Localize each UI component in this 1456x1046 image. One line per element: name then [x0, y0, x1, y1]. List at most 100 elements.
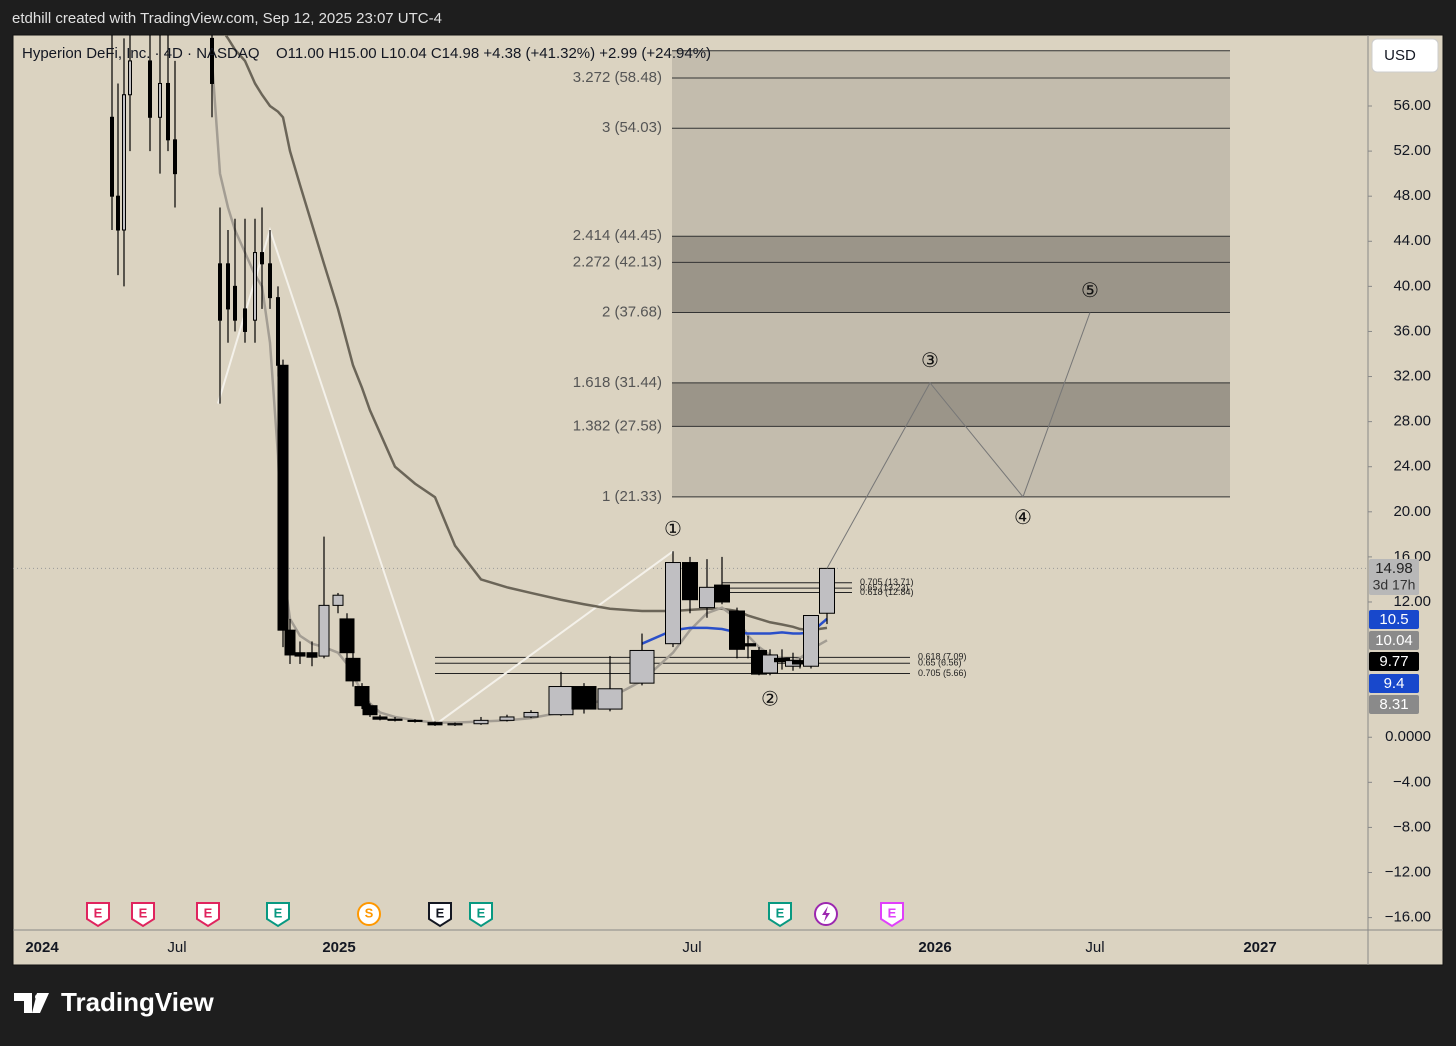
- price-badge: [1369, 631, 1419, 650]
- candle-body: [571, 686, 597, 710]
- event-marker: [86, 902, 110, 928]
- retracement-label: 0.618 (7.09): [918, 652, 967, 662]
- candle-body: [362, 705, 378, 716]
- retracement-label: 0.705 (13.71): [860, 577, 914, 587]
- fib-band: [672, 236, 1230, 313]
- event-marker: [880, 902, 904, 928]
- candle-body: [427, 722, 443, 726]
- price-badge: [1369, 610, 1419, 629]
- candle-body: [166, 82, 170, 141]
- candle-body: [276, 297, 280, 366]
- candle-body: [116, 195, 120, 231]
- y-tick-label: 0.0000: [1385, 728, 1431, 745]
- candle-body: [447, 723, 463, 726]
- candle-body: [158, 82, 162, 118]
- candle-body: [253, 252, 257, 321]
- price-badge: [1369, 674, 1419, 693]
- ohlc-legend: O11.00 H15.00 L10.04 C14.98 +4.38 (+41.3…: [276, 45, 711, 62]
- candle-body: [122, 94, 126, 231]
- candle-body: [318, 604, 330, 657]
- y-tick-label: 44.00: [1393, 232, 1431, 249]
- candle-body: [294, 652, 306, 657]
- candle-body: [762, 654, 778, 674]
- candle-body: [345, 657, 361, 682]
- event-label: E: [139, 905, 148, 920]
- price-badge-label: 10.5: [1379, 611, 1408, 628]
- x-tick-label: Jul: [167, 939, 186, 956]
- candle-body: [629, 649, 655, 684]
- fib-label: 3.272 (58.48): [573, 69, 662, 86]
- symbol-title: Hyperion DeFi, Inc. · 4D · NASDAQ: [22, 45, 260, 62]
- wave-label: ③: [921, 350, 939, 372]
- candle-body: [729, 610, 745, 650]
- candle-body: [284, 629, 296, 656]
- currency: USD: [1384, 47, 1416, 64]
- event-icon: [822, 906, 830, 922]
- candle-body: [714, 584, 730, 603]
- candle-body: [774, 657, 790, 663]
- event-label: E: [888, 905, 897, 920]
- price-badge-timer: 3d 17h: [1373, 577, 1416, 593]
- y-tick-label: 28.00: [1393, 413, 1431, 430]
- price-badge-label: 14.98: [1375, 560, 1413, 577]
- event-marker: [428, 902, 452, 928]
- price-badge-label: 9.4: [1384, 675, 1405, 692]
- candle-body: [803, 615, 819, 667]
- fib-band: [672, 382, 1230, 427]
- candle-body: [499, 716, 515, 721]
- y-tick-label: 48.00: [1393, 187, 1431, 204]
- candle-body: [128, 60, 132, 96]
- price-badge-label: 10.04: [1375, 632, 1413, 649]
- candle-body: [268, 263, 272, 299]
- event-label: E: [436, 905, 445, 920]
- event-label: S: [365, 905, 374, 920]
- candle-body: [523, 711, 539, 718]
- event-marker: [469, 902, 493, 928]
- x-tick-label: 2025: [322, 939, 355, 956]
- candle-body: [260, 252, 264, 265]
- fib-label: 2 (37.68): [602, 303, 662, 320]
- wave-label: ①: [664, 519, 682, 541]
- logo-text: TradingView: [61, 987, 214, 1017]
- candle-body: [306, 652, 318, 658]
- price-badge: [1369, 652, 1419, 671]
- wave-label: ⑤: [1081, 280, 1099, 302]
- retracement-label: 0.65 (6.56): [918, 658, 962, 668]
- event-label: E: [776, 905, 785, 920]
- y-tick-label: 12.00: [1393, 593, 1431, 610]
- y-tick-label: 56.00: [1393, 97, 1431, 114]
- y-tick-label: 52.00: [1393, 142, 1431, 159]
- price-badge: [1369, 695, 1419, 714]
- event-label: E: [94, 905, 103, 920]
- price-badge-label: 8.31: [1379, 696, 1408, 713]
- candle-body: [210, 37, 214, 84]
- price-badge-label: 9.77: [1379, 653, 1408, 670]
- event-label: E: [204, 905, 213, 920]
- event-label: E: [274, 905, 283, 920]
- y-tick-label: 36.00: [1393, 322, 1431, 339]
- candle-body: [597, 688, 623, 710]
- candle-body: [277, 364, 289, 631]
- y-tick-label: 24.00: [1393, 458, 1431, 475]
- x-tick-label: Jul: [682, 939, 701, 956]
- x-tick-label: 2026: [918, 939, 951, 956]
- candle-body: [548, 686, 574, 716]
- wave-label: ④: [1014, 507, 1032, 529]
- event-marker: [768, 902, 792, 928]
- overlay: 56.00 52.00 48.00 44.00 40.00 36.00 32.00 28.00…: [25, 97, 1431, 956]
- moving-average: [641, 617, 828, 645]
- x-tick-label: 2027: [1243, 939, 1276, 956]
- fib-label: 1.382 (27.58): [573, 417, 662, 434]
- y-tick-label: 32.00: [1393, 368, 1431, 385]
- fib-label: 1 (21.33): [602, 488, 662, 505]
- candle-body: [243, 308, 247, 332]
- fib-label: 1.618 (31.44): [573, 374, 662, 391]
- fib-label: 2.272 (42.13): [573, 253, 662, 270]
- y-tick-label: −8.00: [1393, 818, 1431, 835]
- logo: TradingView: [14, 987, 214, 1017]
- retracement-label: 0.705 (5.66): [918, 668, 967, 678]
- retracement-label: 0.65 (13.23): [860, 582, 909, 592]
- x-tick-label: 2024: [25, 939, 59, 956]
- currency-button[interactable]: [1371, 38, 1439, 73]
- wave-label: ②: [761, 689, 779, 711]
